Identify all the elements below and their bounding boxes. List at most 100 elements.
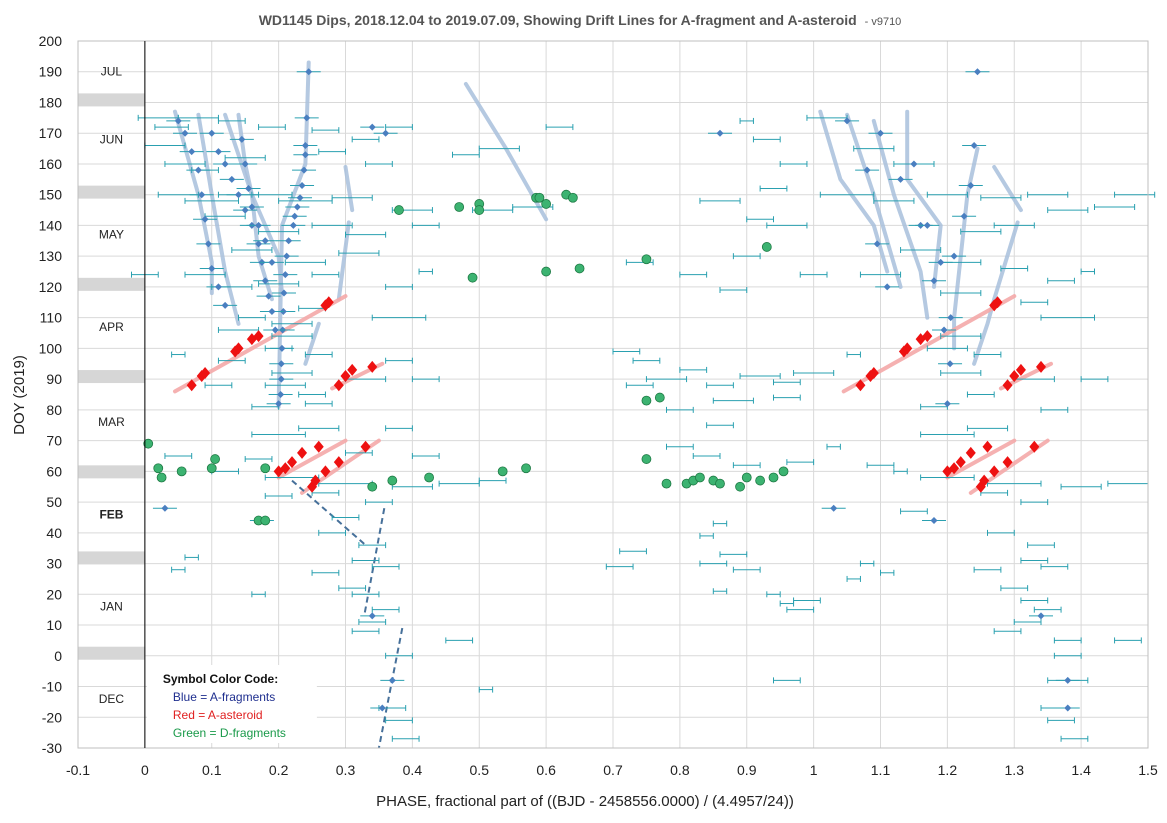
a-asteroid-point: [323, 296, 334, 309]
error-bar: [819, 191, 875, 198]
error-bar: [351, 628, 380, 635]
a-asteroid-point: [1029, 440, 1040, 453]
a-asteroid-point: [1036, 360, 1046, 373]
a-fragment-point: [268, 308, 276, 316]
chart-title: WD1145 Dips, 2018.12.04 to 2019.07.09, S…: [259, 12, 902, 28]
error-bar: [278, 197, 333, 204]
axes: 2001901801701601501401301201101009080706…: [39, 33, 1158, 778]
d-fragment-point: [715, 478, 725, 489]
error-bar: [217, 326, 260, 333]
error-bar: [1060, 483, 1102, 490]
x-tick-label: 1.1: [871, 762, 891, 778]
d-fragment-point: [394, 205, 404, 215]
error-bar: [766, 591, 781, 598]
legend-box: [146, 665, 317, 744]
d-fragment-point: [153, 463, 164, 474]
error-bar: [478, 145, 520, 152]
a-fragment-point: [181, 129, 189, 137]
error-bar: [1040, 314, 1095, 321]
error-bar: [873, 197, 915, 204]
y-tick-label: 30: [46, 556, 62, 572]
chart-title-main: WD1145 Dips, 2018.12.04 to 2019.07.09, S…: [259, 12, 857, 28]
error-bar: [311, 569, 340, 576]
d-fragment-point: [654, 392, 665, 403]
error-bar: [766, 222, 808, 229]
a-asteroid-point: [287, 456, 297, 469]
error-bar: [345, 231, 387, 238]
d-fragment-point: [761, 242, 772, 252]
a-fragment-point: [382, 129, 390, 137]
a-fragment-point: [863, 166, 871, 174]
error-bar: [900, 247, 942, 254]
a-asteroid-point: [186, 379, 197, 392]
error-bar: [973, 351, 1002, 358]
error-bar: [1094, 203, 1136, 210]
error-bar: [271, 320, 313, 327]
error-bar: [385, 357, 413, 364]
error-bar: [545, 124, 574, 131]
d-fragment-point: [641, 254, 652, 265]
error-bar: [679, 366, 708, 373]
error-bar: [351, 557, 380, 564]
error-bar: [311, 271, 340, 278]
error-bar: [679, 271, 708, 278]
month-label: APR: [99, 320, 124, 334]
error-bar: [1020, 557, 1049, 564]
d-fragment-point: [534, 192, 545, 203]
d-fragment-point: [387, 475, 398, 486]
error-bar: [264, 382, 306, 389]
error-bar: [940, 333, 982, 340]
error-bar: [264, 474, 320, 481]
error-bar: [699, 197, 741, 204]
a-asteroid-point: [979, 474, 990, 487]
month-label: DEC: [99, 692, 125, 706]
y-tick-label: 60: [46, 463, 62, 479]
month-boundary-bar: [78, 646, 145, 660]
a-fragment-point: [943, 400, 951, 408]
a-fragment-point: [214, 283, 222, 291]
month-label: MAY: [99, 228, 124, 242]
error-bar: [719, 551, 748, 558]
d-fragment-point: [541, 266, 552, 277]
a-fragment-point: [268, 258, 276, 266]
error-bar: [184, 554, 199, 561]
error-bar: [391, 735, 420, 742]
a-fragment-point: [174, 117, 182, 125]
a-fragment-point: [883, 283, 891, 291]
legend-item: Red = A-asteroid: [173, 708, 263, 722]
error-bar: [1080, 376, 1109, 383]
x-tick-label: 0.9: [737, 762, 757, 778]
error-bar: [411, 222, 440, 229]
error-bar: [846, 575, 861, 582]
y-tick-label: 80: [46, 402, 62, 418]
error-bar: [311, 127, 340, 134]
error-bar: [345, 449, 373, 456]
drift-line-dashed: [377, 627, 404, 749]
a-fragment-point: [271, 326, 279, 334]
error-bar: [699, 560, 728, 567]
month-boundary-bar: [78, 93, 145, 107]
error-bar: [224, 154, 266, 161]
error-bar: [940, 369, 982, 376]
a-fragment-point: [305, 68, 313, 76]
a-fragment-point: [897, 175, 905, 183]
y-tick-label: 170: [39, 125, 63, 141]
a-asteroid-point: [297, 446, 308, 459]
drift-line-a-asteroid: [945, 438, 1017, 480]
error-bar: [632, 357, 661, 364]
a-fragment-point: [930, 277, 938, 285]
a-fragment-point: [221, 160, 229, 168]
error-bar: [1047, 207, 1089, 214]
error-bar: [1114, 637, 1142, 644]
error-bar: [478, 477, 507, 484]
error-bar: [154, 124, 189, 131]
a-asteroid-point: [1002, 456, 1013, 469]
a-fragment-point: [923, 221, 931, 229]
error-bar: [746, 216, 774, 223]
a-fragment-point: [388, 676, 396, 684]
month-boundary-bar: [78, 551, 145, 565]
error-bar: [732, 253, 761, 260]
error-bar: [619, 548, 647, 555]
legend-item: Blue = A-fragments: [173, 690, 275, 704]
x-tick-label: 0.8: [670, 762, 690, 778]
